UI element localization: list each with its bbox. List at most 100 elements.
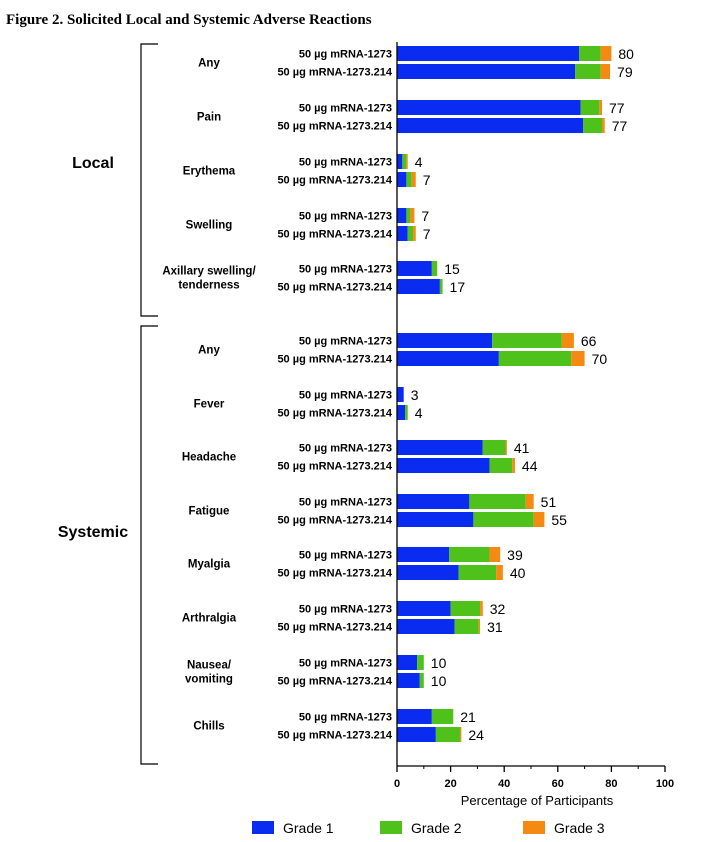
reaction-label: Nausea/vomiting — [185, 660, 233, 686]
reaction-label-line: vomiting — [185, 674, 233, 686]
bar-segment-grade-2 — [435, 727, 460, 742]
data-label: 7 — [423, 226, 431, 242]
bar-segment-grade-1 — [397, 655, 418, 670]
bar-segment-grade-1 — [397, 494, 470, 509]
bar-segment-grade-3 — [489, 547, 501, 562]
arm-label: 50 µg mRNA-1273.214 — [277, 515, 392, 527]
x-tick-label: 0 — [394, 778, 400, 790]
bar-segment-grade-2 — [473, 512, 534, 527]
bar-segment-grade-2 — [405, 405, 408, 420]
bar-segment-grade-3 — [600, 64, 611, 79]
bar-segment-grade-1 — [397, 226, 408, 241]
bar-segment-grade-1 — [397, 154, 403, 169]
reaction-label: Chills — [193, 721, 224, 733]
arm-label: 50 µg mRNA-1273.214 — [277, 461, 392, 473]
x-tick-label: 80 — [605, 778, 617, 790]
x-tick-label: 100 — [656, 778, 674, 790]
bar-segment-grade-2 — [579, 46, 601, 61]
bar-segment-grade-1 — [397, 601, 451, 616]
x-tick-label: 20 — [444, 778, 456, 790]
arm-label: 50 µg mRNA-1273.214 — [277, 354, 392, 366]
reaction-label: Swelling — [186, 220, 233, 232]
x-tick-label: 40 — [498, 778, 510, 790]
bar-segment-grade-2 — [406, 208, 411, 223]
bar-segment-grade-3 — [413, 226, 416, 241]
bar-segment-grade-2 — [482, 440, 506, 455]
data-label: 4 — [415, 405, 423, 421]
legend-label: Grade 1 — [283, 820, 334, 836]
reaction-label: Fatigue — [189, 506, 230, 518]
arm-label: 50 µg mRNA-1273 — [299, 497, 392, 509]
arm-label: 50 µg mRNA-1273 — [299, 157, 392, 169]
arm-label: 50 µg mRNA-1273 — [299, 443, 392, 455]
arm-label: 50 µg mRNA-1273 — [299, 550, 392, 562]
bar-segment-grade-2 — [498, 351, 572, 366]
arm-label: 50 µg mRNA-1273 — [299, 211, 392, 223]
data-label: 17 — [450, 279, 466, 295]
bar-segment-grade-1 — [397, 261, 432, 276]
reaction-label: Pain — [197, 112, 221, 124]
data-label: 51 — [541, 494, 557, 510]
bar-segment-grade-3 — [406, 154, 408, 169]
data-label: 4 — [415, 154, 423, 170]
arm-label: 50 µg mRNA-1273 — [299, 103, 392, 115]
bar-segment-grade-1 — [397, 512, 474, 527]
data-label: 66 — [581, 333, 597, 349]
data-label: 31 — [487, 619, 503, 635]
bar-segment-grade-3 — [459, 727, 462, 742]
bar-segment-grade-1 — [397, 118, 584, 133]
group-bracket — [140, 43, 158, 317]
arm-label: 50 µg mRNA-1273.214 — [277, 622, 392, 634]
bar-segment-grade-2 — [419, 673, 424, 688]
legend: Grade 1 Grade 2 Grade 3 — [252, 820, 605, 836]
data-label: 77 — [609, 100, 625, 116]
bar-segment-grade-1 — [397, 440, 483, 455]
bar-segment-grade-3 — [410, 208, 415, 223]
x-tick-label: 60 — [552, 778, 564, 790]
data-label: 24 — [468, 727, 484, 743]
arm-label: 50 µg mRNA-1273 — [299, 336, 392, 348]
legend-swatch-grade-1 — [252, 821, 274, 834]
reaction-label: Myalgia — [188, 559, 231, 571]
bar-segment-grade-2 — [458, 565, 497, 580]
data-label: 41 — [514, 440, 530, 456]
data-label: 40 — [510, 565, 526, 581]
arm-label: 50 µg mRNA-1273 — [299, 390, 392, 402]
bar-segment-grade-2 — [450, 601, 481, 616]
plot-area: Local Any 50 µg mRNA-1273 80 50 µg mRNA-1273… — [58, 42, 674, 790]
bar-segment-grade-3 — [512, 458, 515, 473]
legend-label: Grade 2 — [411, 820, 462, 836]
arm-label: 50 µg mRNA-1273.214 — [277, 282, 392, 294]
bar-segment-grade-2 — [431, 261, 438, 276]
reaction-label-line: tenderness — [178, 280, 239, 292]
bar-segment-grade-2 — [402, 154, 407, 169]
reaction-label-line: Nausea/ — [187, 660, 232, 672]
data-label: 70 — [592, 351, 608, 367]
bar-segment-grade-2 — [417, 655, 424, 670]
bar-segment-grade-1 — [397, 208, 407, 223]
group-label: Local — [72, 155, 114, 172]
reaction-label-line: Axillary swelling/ — [162, 266, 256, 278]
reaction-label: Axillary swelling/tenderness — [162, 266, 256, 292]
bar-segment-grade-2 — [575, 64, 601, 79]
bar-segment-grade-3 — [602, 118, 605, 133]
bar-segment-grade-3 — [525, 494, 534, 509]
arm-label: 50 µg mRNA-1273.214 — [277, 229, 392, 241]
reaction-label: Headache — [182, 452, 236, 464]
arm-label: 50 µg mRNA-1273.214 — [277, 121, 392, 133]
data-label: 10 — [431, 673, 447, 689]
legend-swatch-grade-2 — [380, 821, 402, 834]
legend-label: Grade 3 — [554, 820, 605, 836]
bar-segment-grade-3 — [599, 100, 603, 115]
data-label: 55 — [551, 512, 567, 528]
bar-segment-grade-1 — [397, 565, 459, 580]
bar-segment-grade-2 — [454, 619, 479, 634]
bar-segment-grade-3 — [411, 172, 416, 187]
group-label: Systemic — [58, 524, 128, 541]
bar-segment-grade-1 — [397, 673, 420, 688]
bar-segment-grade-1 — [397, 333, 493, 348]
bar-segment-grade-1 — [397, 709, 432, 724]
bar-segment-grade-3 — [478, 619, 481, 634]
data-label: 10 — [431, 655, 447, 671]
